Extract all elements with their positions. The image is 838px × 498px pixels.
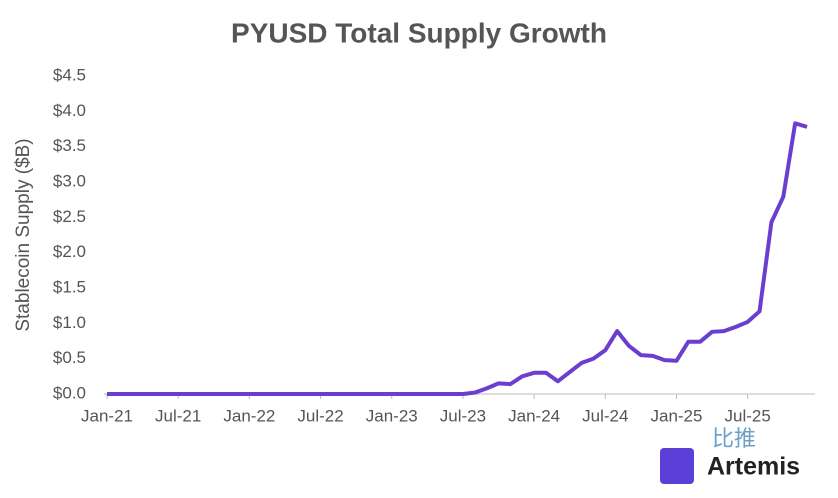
y-tick-label: $4.5 bbox=[53, 65, 86, 84]
x-tick-label: Jul-25 bbox=[725, 406, 771, 425]
y-tick-label: $1.0 bbox=[53, 313, 86, 332]
y-tick-label: $2.0 bbox=[53, 242, 86, 261]
x-tick-label: Jan-23 bbox=[366, 406, 418, 425]
x-tick-label: Jan-25 bbox=[650, 406, 702, 425]
watermark: Artemis 比推 bbox=[660, 426, 800, 484]
x-tick-label: Jan-21 bbox=[81, 406, 133, 425]
logo bbox=[660, 448, 694, 484]
y-tick-label: $1.5 bbox=[53, 277, 86, 296]
y-tick-label: $0.0 bbox=[53, 383, 86, 402]
line-series bbox=[107, 121, 808, 396]
x-tick-label: Jul-21 bbox=[155, 406, 201, 425]
y-tick-label: $0.5 bbox=[53, 348, 86, 367]
y-tick-label: $4.0 bbox=[53, 101, 86, 120]
x-tick-label: Jul-24 bbox=[582, 406, 628, 425]
x-tick-label: Jul-23 bbox=[440, 406, 486, 425]
x-tick-label: Jan-22 bbox=[223, 406, 275, 425]
y-tick-label: $3.0 bbox=[53, 171, 86, 190]
x-tick-label: Jul-22 bbox=[297, 406, 343, 425]
x-tick-label: Jan-24 bbox=[508, 406, 560, 425]
site: 比推 bbox=[712, 426, 756, 451]
y-tick-label: $3.5 bbox=[53, 136, 86, 155]
y-tick-label: $2.5 bbox=[53, 207, 86, 226]
chart-title: PYUSD Total Supply Growth bbox=[231, 17, 607, 48]
brand: Artemis bbox=[707, 453, 800, 481]
y-axis-label: Stablecoin Supply ($B) bbox=[13, 138, 34, 331]
